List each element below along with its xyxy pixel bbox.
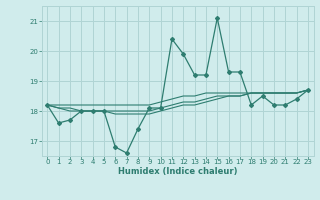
X-axis label: Humidex (Indice chaleur): Humidex (Indice chaleur)	[118, 167, 237, 176]
